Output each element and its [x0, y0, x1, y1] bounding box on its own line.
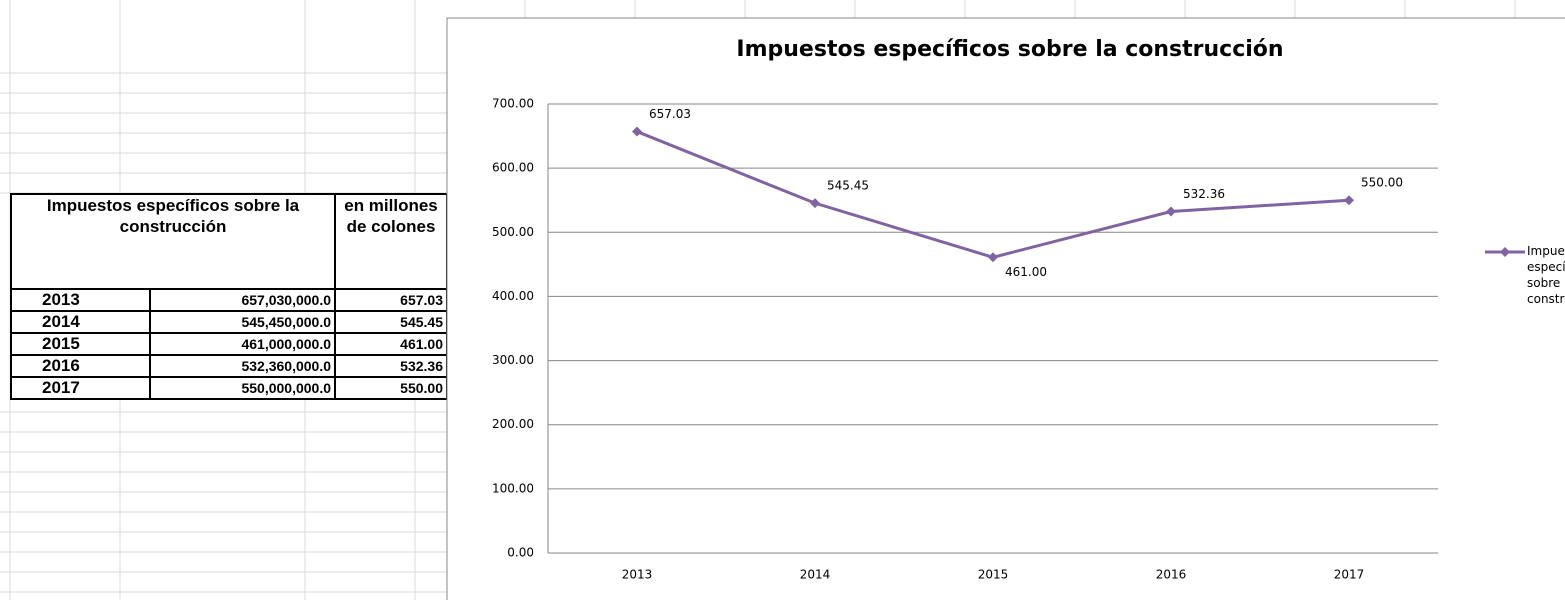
x-tick-label: 2014 [800, 568, 831, 582]
table-cell: 2013 [10, 288, 151, 312]
table-cell: 2016 [10, 354, 151, 378]
table-cell: 532,360,000.0 [149, 354, 336, 378]
data-label: 461.00 [1005, 265, 1047, 279]
data-point [988, 252, 998, 263]
table-row: 2015 461,000,000.0 461.00 [10, 332, 448, 356]
data-point [810, 198, 820, 209]
table-cell: en millones de colones [334, 193, 448, 290]
chart-title: Impuestos específicos sobre la construcc… [736, 37, 1283, 62]
y-tick-label: 200.00 [492, 417, 534, 431]
y-tick-label: 700.00 [492, 97, 534, 111]
legend-marker [1500, 247, 1510, 257]
data-point [632, 126, 642, 137]
table-row: Impuestos específicos sobre la construcc… [10, 193, 448, 290]
table-cell: Impuestos específicos sobre la construcc… [10, 193, 336, 290]
table-cell: 657,030,000.0 [149, 288, 336, 312]
data-label: 550.00 [1361, 176, 1403, 190]
table-row: 2017 550,000,000.0 550.00 [10, 376, 448, 400]
table-cell: 550.00 [334, 376, 448, 400]
x-tick-label: 2015 [978, 568, 1009, 582]
table-cell: 545,450,000.0 [149, 310, 336, 334]
table-cell: 545.45 [334, 310, 448, 334]
x-tick-label: 2016 [1156, 568, 1187, 582]
data-table: Impuestos específicos sobre la construcc… [10, 193, 448, 400]
table-cell: 532.36 [334, 354, 448, 378]
table-row: 2016 532,360,000.0 532.36 [10, 354, 448, 378]
y-tick-label: 0.00 [507, 546, 534, 560]
y-tick-label: 100.00 [492, 481, 534, 495]
y-tick-label: 600.00 [492, 161, 534, 175]
table-cell: 2017 [10, 376, 151, 400]
table-cell: 2014 [10, 310, 151, 334]
data-point [1166, 206, 1176, 217]
data-label: 532.36 [1183, 187, 1225, 201]
table-row: 2013 657,030,000.0 657.03 [10, 288, 448, 312]
chart-area [446, 17, 1565, 600]
data-label: 545.45 [827, 179, 869, 193]
data-point [1344, 195, 1354, 206]
table-cell: 657.03 [334, 288, 448, 312]
x-tick-label: 2017 [1334, 568, 1365, 582]
legend-label: Impuestos específicos sobre la construcc… [1527, 244, 1565, 306]
table-cell: 461,000,000.0 [149, 332, 336, 356]
table-cell: 550,000,000.0 [149, 376, 336, 400]
y-tick-label: 500.00 [492, 225, 534, 239]
x-tick-label: 2013 [622, 568, 653, 582]
table-cell: 2015 [10, 332, 151, 356]
y-tick-label: 300.00 [492, 353, 534, 367]
table-cell: 461.00 [334, 332, 448, 356]
y-tick-label: 400.00 [492, 289, 534, 303]
table-row: 2014 545,450,000.0 545.45 [10, 310, 448, 334]
data-label: 657.03 [649, 107, 691, 121]
